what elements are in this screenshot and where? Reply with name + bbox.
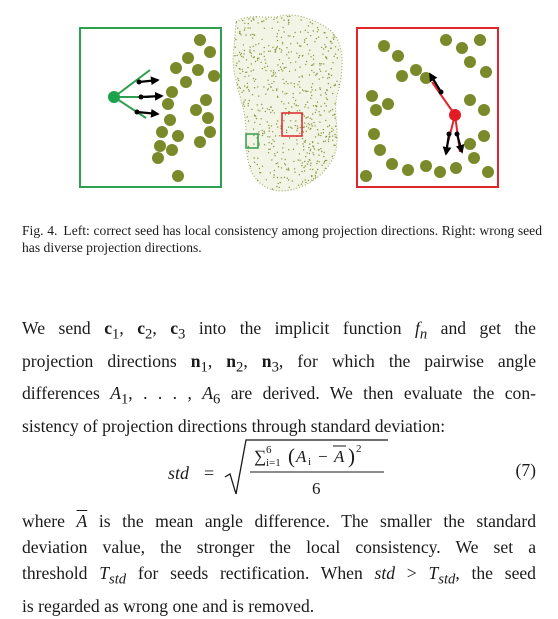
figure-4 xyxy=(79,14,499,192)
paragraph-2: where A is the mean angle difference. Th… xyxy=(22,511,536,616)
center-point-cloud xyxy=(232,14,343,192)
paragraph-1: We send c1, c2, c3 into the implicit fun… xyxy=(22,318,537,436)
caption-text: Left: correct seed has local consistency… xyxy=(22,223,542,255)
p2-text: is regarded as wrong one and is removed. xyxy=(22,595,315,616)
p1-text: , for which the pairwise angle xyxy=(278,350,537,371)
right-projection-arrows xyxy=(429,72,465,156)
svg-text:2: 2 xyxy=(356,443,362,455)
caption-label: Fig. 4. xyxy=(22,223,58,238)
right-points xyxy=(360,34,494,182)
equation-number: (7) xyxy=(515,460,536,480)
p1-text: projection directions xyxy=(22,350,177,371)
svg-text:i: i xyxy=(308,456,311,468)
p1-text: differences xyxy=(22,383,111,404)
eq-lhs: std xyxy=(168,463,190,483)
p2-text: for seeds rectification. When xyxy=(126,563,375,583)
left-zoom-box xyxy=(245,133,259,149)
p2-text: is the mean angle difference. The smalle… xyxy=(87,511,536,531)
p2-text: , the seed xyxy=(455,563,536,583)
right-zoom-box xyxy=(281,112,303,137)
eq-sum-bottom: i=1 xyxy=(266,457,281,469)
p2-text: threshold xyxy=(22,563,100,583)
eq-equals: = xyxy=(204,463,214,483)
svg-text:∑: ∑ xyxy=(254,447,266,466)
svg-text:A: A xyxy=(295,447,307,466)
p2-text: deviation value, the stronger the local … xyxy=(22,537,536,557)
p1-text: into the implicit function xyxy=(185,318,415,338)
eq-sum-top: 6 xyxy=(266,444,272,456)
correct-seed-point xyxy=(108,91,120,103)
left-points xyxy=(152,34,220,182)
svg-text:): ) xyxy=(348,444,355,468)
left-zoom-panel xyxy=(79,27,222,188)
svg-text:−: − xyxy=(318,447,328,466)
svg-text:A: A xyxy=(333,447,345,466)
eq-denominator: 6 xyxy=(312,479,321,498)
left-projection-arrows xyxy=(136,76,164,118)
p2-text: where xyxy=(22,511,77,531)
p1-text: We send xyxy=(22,318,105,338)
right-zoom-panel xyxy=(356,27,499,188)
wrong-seed-point xyxy=(449,109,461,121)
p1-text: sistency of projection directions throug… xyxy=(22,415,446,436)
p1-text: are derived. We then evaluate the con- xyxy=(220,383,536,404)
equation-7: std = ∑ 6 i=1 ( A i − A ) 2 6 xyxy=(168,439,388,498)
figure-caption: Fig. 4. Left: correct seed has local cons… xyxy=(22,222,542,256)
svg-text:(: ( xyxy=(288,444,295,468)
